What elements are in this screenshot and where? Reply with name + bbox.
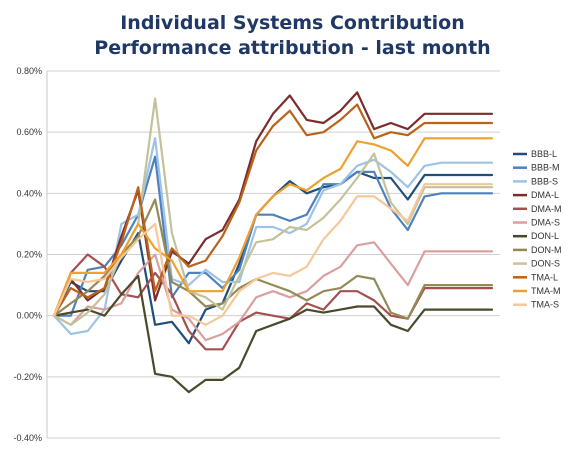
legend-label-dma-m: DMA-M xyxy=(531,204,562,214)
series-line-dma-m xyxy=(52,253,494,351)
legend-label-tma-l: TMA-L xyxy=(531,272,558,282)
series-line-tma-s xyxy=(52,183,494,326)
series-line-don-l xyxy=(52,274,494,394)
series-line-don-m xyxy=(52,198,494,320)
legend-label-dma-s: DMA-S xyxy=(531,218,560,228)
legend-label-bbb-l: BBB-L xyxy=(531,149,557,159)
y-tick-label: -0.20% xyxy=(13,372,42,382)
series-line-tma-m xyxy=(52,137,494,317)
series-line-tma-l xyxy=(52,103,494,317)
chart-subtitle: Performance attribution - last month xyxy=(94,37,491,59)
legend-label-tma-m: TMA-M xyxy=(531,286,561,296)
y-tick-label: 0.40% xyxy=(16,188,42,198)
chart-title: Individual Systems Contribution xyxy=(120,12,465,34)
y-tick-label: 0.20% xyxy=(16,250,42,260)
y-tick-label: 0.80% xyxy=(16,66,42,76)
legend-label-bbb-m: BBB-M xyxy=(531,163,560,173)
legend-label-tma-s: TMA-S xyxy=(531,300,559,310)
y-tick-label: 0.60% xyxy=(16,127,42,137)
legend-label-don-s: DON-S xyxy=(531,259,560,269)
legend-label-dma-l: DMA-L xyxy=(531,190,559,200)
legend-label-don-l: DON-L xyxy=(531,231,559,241)
series-line-bbb-m xyxy=(52,155,494,317)
y-tick-label: 0.00% xyxy=(16,311,42,321)
y-tick-label: -0.40% xyxy=(13,433,42,443)
series-line-dma-s xyxy=(52,241,494,342)
legend-label-don-m: DON-M xyxy=(531,245,562,255)
legend-label-bbb-s: BBB-S xyxy=(531,176,558,186)
